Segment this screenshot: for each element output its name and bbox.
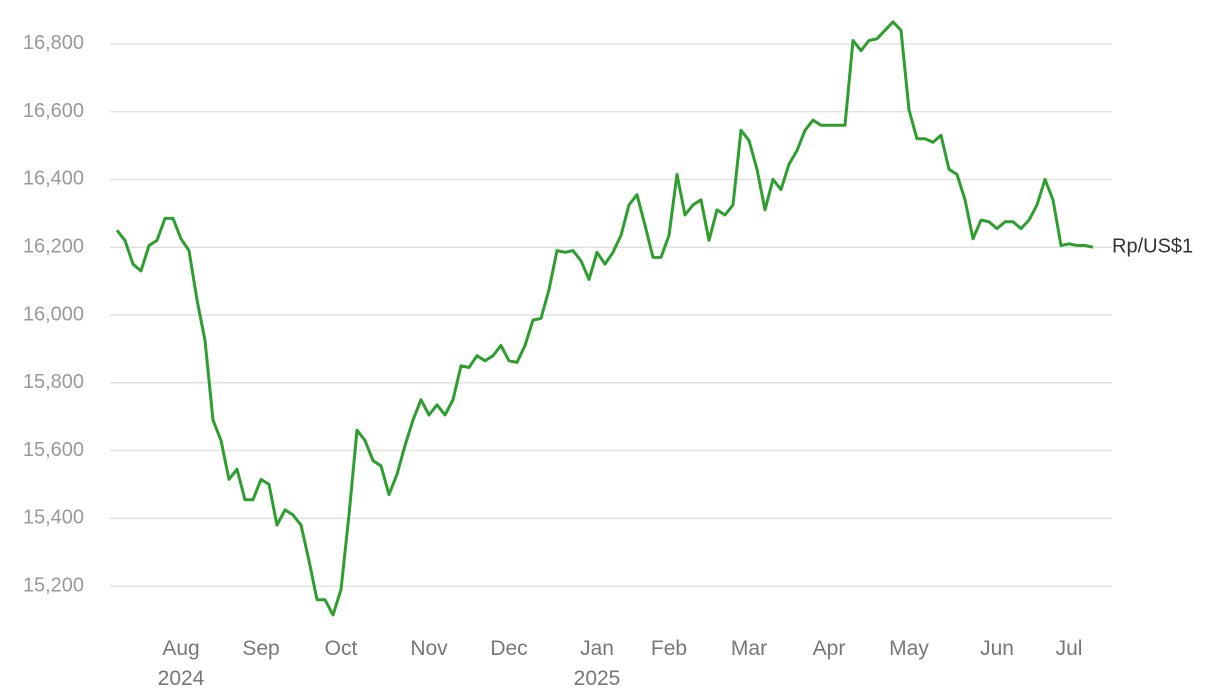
y-tick-label: 15,200 bbox=[23, 574, 84, 596]
y-tick-label: 15,600 bbox=[23, 439, 84, 461]
x-tick-label: Dec bbox=[490, 637, 528, 660]
y-tick-label: 15,400 bbox=[23, 507, 84, 529]
x-tick-label: Jul bbox=[1055, 637, 1083, 660]
x-tick-label: Feb bbox=[650, 637, 688, 660]
y-tick-label: 16,000 bbox=[23, 303, 84, 325]
x-tick-label: Jun bbox=[980, 637, 1014, 660]
y-tick-label: 15,800 bbox=[23, 371, 84, 393]
line bbox=[115, 20, 1094, 617]
x-tick-label: Nov bbox=[410, 637, 448, 660]
y-tick-label: 16,200 bbox=[23, 236, 84, 258]
x-tick-label: Jan 2025 bbox=[573, 637, 621, 690]
y-tick-label: 16,600 bbox=[23, 100, 84, 122]
y-tick-label: 16,800 bbox=[23, 32, 84, 54]
x-tick-label: Oct bbox=[324, 637, 358, 660]
x-tick-label: Apr bbox=[812, 637, 846, 660]
series-label: Rp/US$1 bbox=[1112, 236, 1193, 258]
x-tick-label: May bbox=[889, 637, 929, 660]
x-tick-label: Sep bbox=[242, 637, 280, 660]
x-tick-label: Mar bbox=[730, 637, 768, 660]
y-tick-label: 16,400 bbox=[23, 168, 84, 190]
x-tick-label: Aug 2024 bbox=[157, 637, 205, 690]
